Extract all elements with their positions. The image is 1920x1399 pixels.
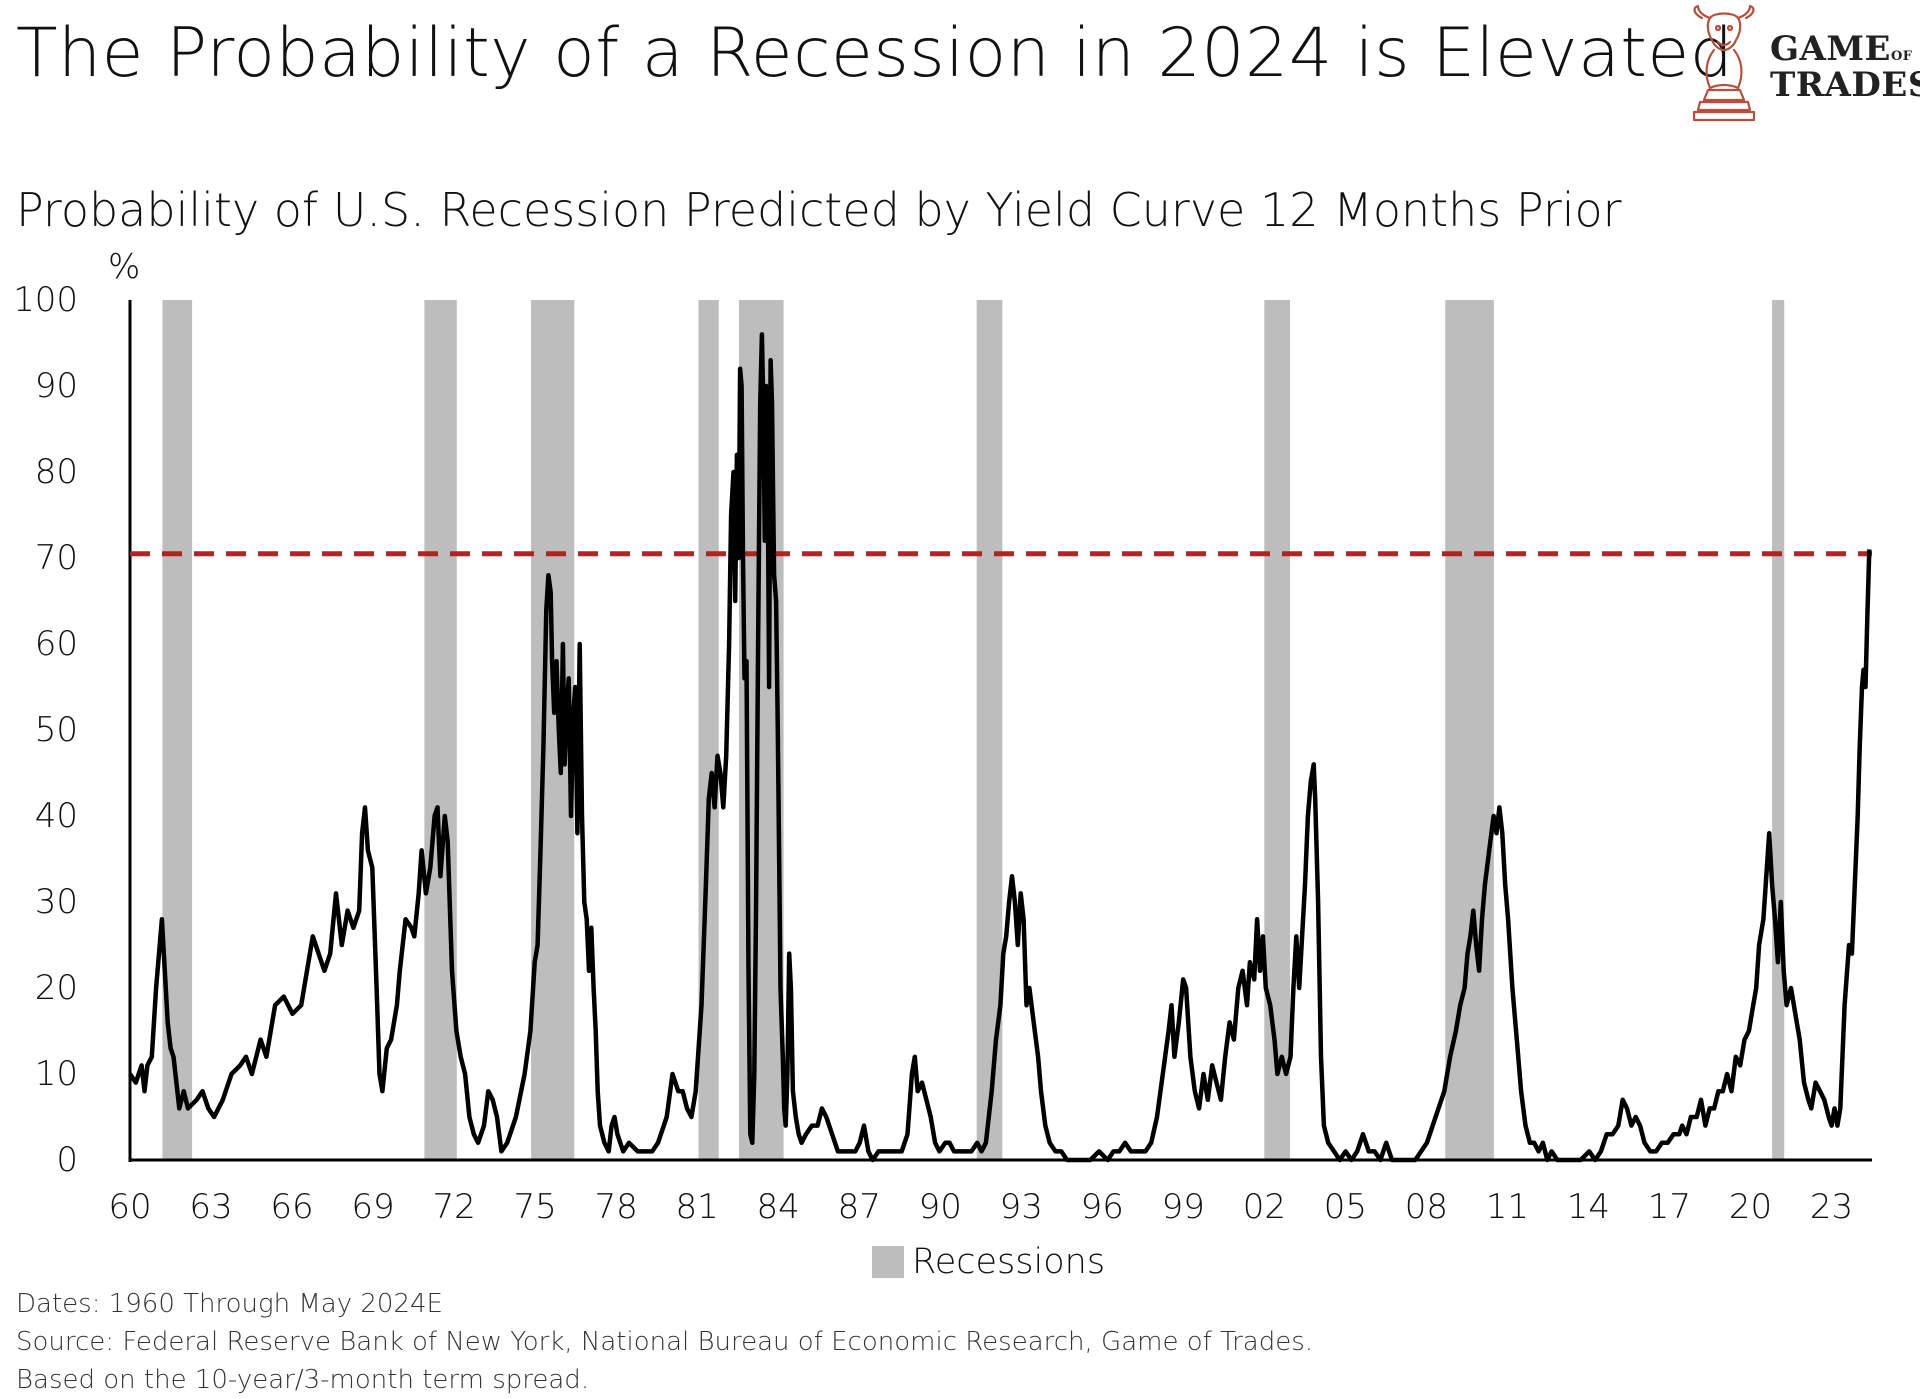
x-tick-label: 72 (432, 1187, 475, 1227)
game-of-trades-logo: GAMEOF TRADES (1688, 4, 1920, 128)
x-tick-label: 23 (1810, 1187, 1853, 1227)
y-tick-label: 10 (35, 1054, 78, 1094)
source-note: Source: Federal Reserve Bank of New York… (16, 1327, 1314, 1357)
y-tick-label: 20 (35, 968, 78, 1008)
y-tick-label: 60 (35, 624, 78, 664)
legend: Recessions (872, 1242, 1105, 1282)
y-tick-label: 0 (56, 1140, 78, 1180)
y-tick-label: 80 (35, 452, 78, 492)
x-tick-label: 84 (757, 1187, 800, 1227)
y-tick-label: 90 (35, 366, 78, 406)
legend-recession-swatch (872, 1246, 904, 1278)
x-tick-label: 78 (595, 1187, 638, 1227)
x-tick-label: 14 (1567, 1187, 1610, 1227)
y-tick-label: 100 (13, 280, 78, 320)
y-tick-label: 40 (35, 796, 78, 836)
x-tick-label: 93 (1000, 1187, 1043, 1227)
chart-title: Probability of U.S. Recession Predicted … (16, 183, 1622, 237)
x-tick-label: 90 (919, 1187, 962, 1227)
x-tick-label: 81 (676, 1187, 719, 1227)
x-tick-label: 11 (1486, 1187, 1529, 1227)
x-tick-label: 66 (270, 1187, 313, 1227)
dates-note: Dates: 1960 Through May 2024E (16, 1289, 443, 1319)
recession-band (1445, 300, 1494, 1160)
x-tick-label: 08 (1405, 1187, 1448, 1227)
recession-band (1772, 300, 1785, 1160)
y-tick-label: 70 (35, 538, 78, 578)
x-tick-label: 99 (1162, 1187, 1205, 1227)
x-tick-label: 60 (108, 1187, 151, 1227)
recession-bands (162, 300, 1785, 1160)
y-axis-unit-label: % (108, 250, 140, 287)
recession-probability-chart: 0 10 20 30 40 50 60 70 80 90 100 60 63 66 69 72 75 78 81 84… (13, 250, 1872, 1227)
y-tick-label: 50 (35, 710, 78, 750)
page-title: The Probability of a Recession in 2024 i… (16, 14, 1734, 93)
x-tick-label: 75 (513, 1187, 556, 1227)
x-tick-label: 20 (1729, 1187, 1772, 1227)
y-tick-label: 30 (35, 882, 78, 922)
x-tick-label: 69 (351, 1187, 394, 1227)
x-tick-label: 05 (1324, 1187, 1367, 1227)
x-tick-label: 96 (1081, 1187, 1124, 1227)
recession-band (1264, 300, 1290, 1160)
recession-probability-line (128, 332, 1872, 1163)
x-tick-label: 17 (1648, 1187, 1691, 1227)
bull-knight-icon (1692, 4, 1756, 122)
logo-wordmark: GAMEOF TRADES (1770, 29, 1920, 105)
method-note: Based on the 10-year/3-month term spread… (16, 1365, 590, 1395)
recession-band (424, 300, 457, 1160)
series-group (128, 332, 1872, 1163)
legend-recession-label: Recessions (912, 1242, 1106, 1282)
x-tick-label: 87 (838, 1187, 881, 1227)
chart-notes: Dates: 1960 Through May 2024E Source: Fe… (16, 1285, 1313, 1399)
x-tick-label: 02 (1243, 1187, 1286, 1227)
tick-labels: 0 10 20 30 40 50 60 70 80 90 100 60 63 66 69 72 75 78 81 84… (13, 280, 1853, 1227)
x-tick-label: 63 (189, 1187, 232, 1227)
